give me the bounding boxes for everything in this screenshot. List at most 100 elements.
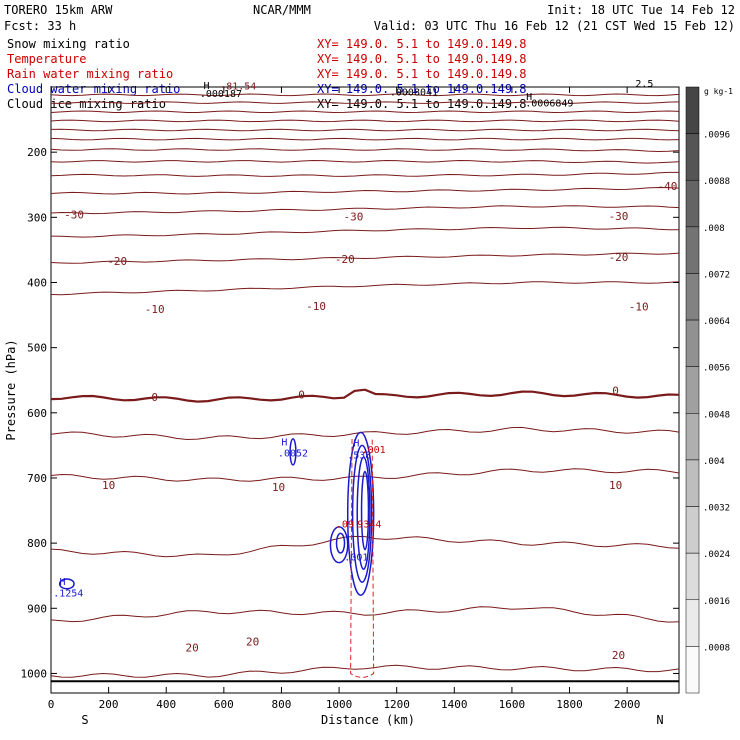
x-tick-label: 600 <box>214 698 234 711</box>
x-tick-label: 200 <box>99 698 119 711</box>
extremum-label: H <box>526 92 532 103</box>
y-tick-label: 200 <box>27 146 47 159</box>
colorbar-tick-label: .0056 <box>703 364 730 374</box>
legend-xy-snow: XY= 149.0. 5.1 to 149.0.149.8 <box>317 37 527 51</box>
colorbar-tick-label: .008 <box>703 224 725 234</box>
header-valid: Valid: 03 UTC Thu 16 Feb 12 (21 CST Wed … <box>374 19 735 33</box>
y-tick-label: 900 <box>27 602 47 615</box>
y-tick-label: 800 <box>27 537 47 550</box>
temperature-contour-m5 <box>50 281 680 296</box>
y-tick-label: 1000 <box>21 667 48 680</box>
extremum-label: H <box>204 81 210 92</box>
temperature-contour-m35 <box>50 159 680 164</box>
colorbar-segment <box>685 133 700 181</box>
temperature-contour-m55 <box>50 119 680 123</box>
temperature-contour-m25 <box>50 186 680 195</box>
extremum-label: -81.54 <box>220 82 256 93</box>
rain-water-contour <box>350 438 375 678</box>
temperature-contour-m15 <box>50 226 679 238</box>
legend-label-cloud-ice: Cloud ice mixing ratio <box>7 97 166 111</box>
extremum-label: .0008041 <box>390 87 438 98</box>
temperature-label: -40 <box>658 180 678 193</box>
colorbar-segment <box>685 459 700 507</box>
temperature-contour-m65 <box>50 101 680 104</box>
x-tick-label: 400 <box>156 698 176 711</box>
temperature-contour-m45 <box>50 137 680 141</box>
colorbar-segment <box>685 366 700 414</box>
x-tick-label: 800 <box>272 698 292 711</box>
cloud-water-contour-6 <box>289 438 297 466</box>
cloud-water-contours <box>58 431 375 597</box>
y-tick-label: 300 <box>27 211 47 224</box>
legend-label-rain: Rain water mixing ratio <box>7 67 173 81</box>
temperature-label: -10 <box>306 300 326 313</box>
colorbar-segment <box>685 179 700 228</box>
colorbar-tick-label: .0008 <box>703 643 730 653</box>
colorbar-tick-label: .004 <box>703 457 725 467</box>
x-end-label-north: N <box>656 713 663 727</box>
plot-frame <box>50 86 680 694</box>
temperature-contour-m40 <box>50 148 680 153</box>
temperature-label: -10 <box>145 303 165 316</box>
cloud-water-contour-5 <box>335 532 346 554</box>
header-org: NCAR/MMM <box>253 3 311 17</box>
axes: 0 200 400 600 800 1000 1200 1400 1600 1800 2000200… <box>21 87 679 711</box>
header-init: Init: 18 UTC Tue 14 Feb 12 <box>547 3 735 17</box>
cloud-water-contour-3 <box>360 470 370 551</box>
colorbar: .0096 .0088 .008 .0072 .0064 .0056 .0048 .004 .0… <box>685 86 730 694</box>
extremum-label: 9344 <box>357 519 381 530</box>
x-axis-title: Distance (km) <box>321 713 415 727</box>
extremum-label: H <box>281 437 287 448</box>
colorbar-tick-label: .0024 <box>703 550 730 560</box>
colorbar-segment <box>685 226 700 274</box>
x-tick-label: 1800 <box>556 698 583 711</box>
y-tick-label: 400 <box>27 276 47 289</box>
colorbar-segment <box>685 319 700 367</box>
x-tick-label: 1000 <box>326 698 353 711</box>
x-tick-label: 1200 <box>383 698 410 711</box>
cloud-water-contour-2 <box>356 456 371 570</box>
temperature-label: -30 <box>64 209 84 222</box>
x-tick-label: 1600 <box>499 698 526 711</box>
temperature-contour-m10 <box>50 252 680 264</box>
temperature-label: -10 <box>629 301 649 314</box>
colorbar-tick-label: .0064 <box>703 317 730 327</box>
legend-label-temperature: Temperature <box>7 52 86 66</box>
header-model: TORERO 15km ARW <box>4 3 113 17</box>
extremum-label: H <box>353 439 359 450</box>
legend-xy-temperature: XY= 149.0. 5.1 to 149.0.149.8 <box>317 52 527 66</box>
colorbar-tick-label: .0072 <box>703 270 730 280</box>
extremum-label: .0006849 <box>525 99 573 110</box>
field-legend: Snow mixing ratio XY= 149.0. 5.1 to 149.… <box>7 37 527 111</box>
temperature-label: 0 <box>151 391 158 404</box>
extremum-label: .0052 <box>278 448 308 459</box>
colorbar-segment <box>685 86 700 134</box>
colorbar-segment <box>685 646 700 694</box>
colorbar-tick-label: .0096 <box>703 131 730 141</box>
x-tick-label: 0 <box>48 698 55 711</box>
extremum-label: H <box>60 577 66 588</box>
colorbar-tick-label: .0016 <box>703 597 730 607</box>
temperature-label: 10 <box>609 479 622 492</box>
y-tick-label: 600 <box>27 407 47 420</box>
temperature-contour-m60 <box>50 110 680 114</box>
temperature-contour-10 <box>50 468 680 482</box>
temperature-label: 20 <box>246 635 259 648</box>
temperature-label: -20 <box>609 251 629 264</box>
extremum-label: .000187 <box>200 89 242 100</box>
contour-labels: -30 -30 -30 -20 -20 -20 -10 -10 -10 -40 0 0 0 10 10 10 2… <box>53 79 677 662</box>
colorbar-tick-label: .0088 <box>703 177 730 187</box>
extremum-label: .001 <box>362 445 386 456</box>
legend-xy-rain: XY= 149.0. 5.1 to 149.0.149.8 <box>317 67 527 81</box>
temperature-contours <box>50 93 680 683</box>
cloud-water-contour-1 <box>351 444 373 583</box>
temperature-label: 20 <box>612 649 625 662</box>
colorbar-segment <box>685 552 700 601</box>
y-tick-label: 500 <box>27 342 47 355</box>
colorbar-tick-label: .0048 <box>703 410 730 420</box>
extremum-label: 2.5 <box>635 79 653 90</box>
colorbar-segment <box>685 599 700 647</box>
cloud-water-contour-0 <box>346 431 375 597</box>
temperature-contour-20 <box>50 606 680 623</box>
